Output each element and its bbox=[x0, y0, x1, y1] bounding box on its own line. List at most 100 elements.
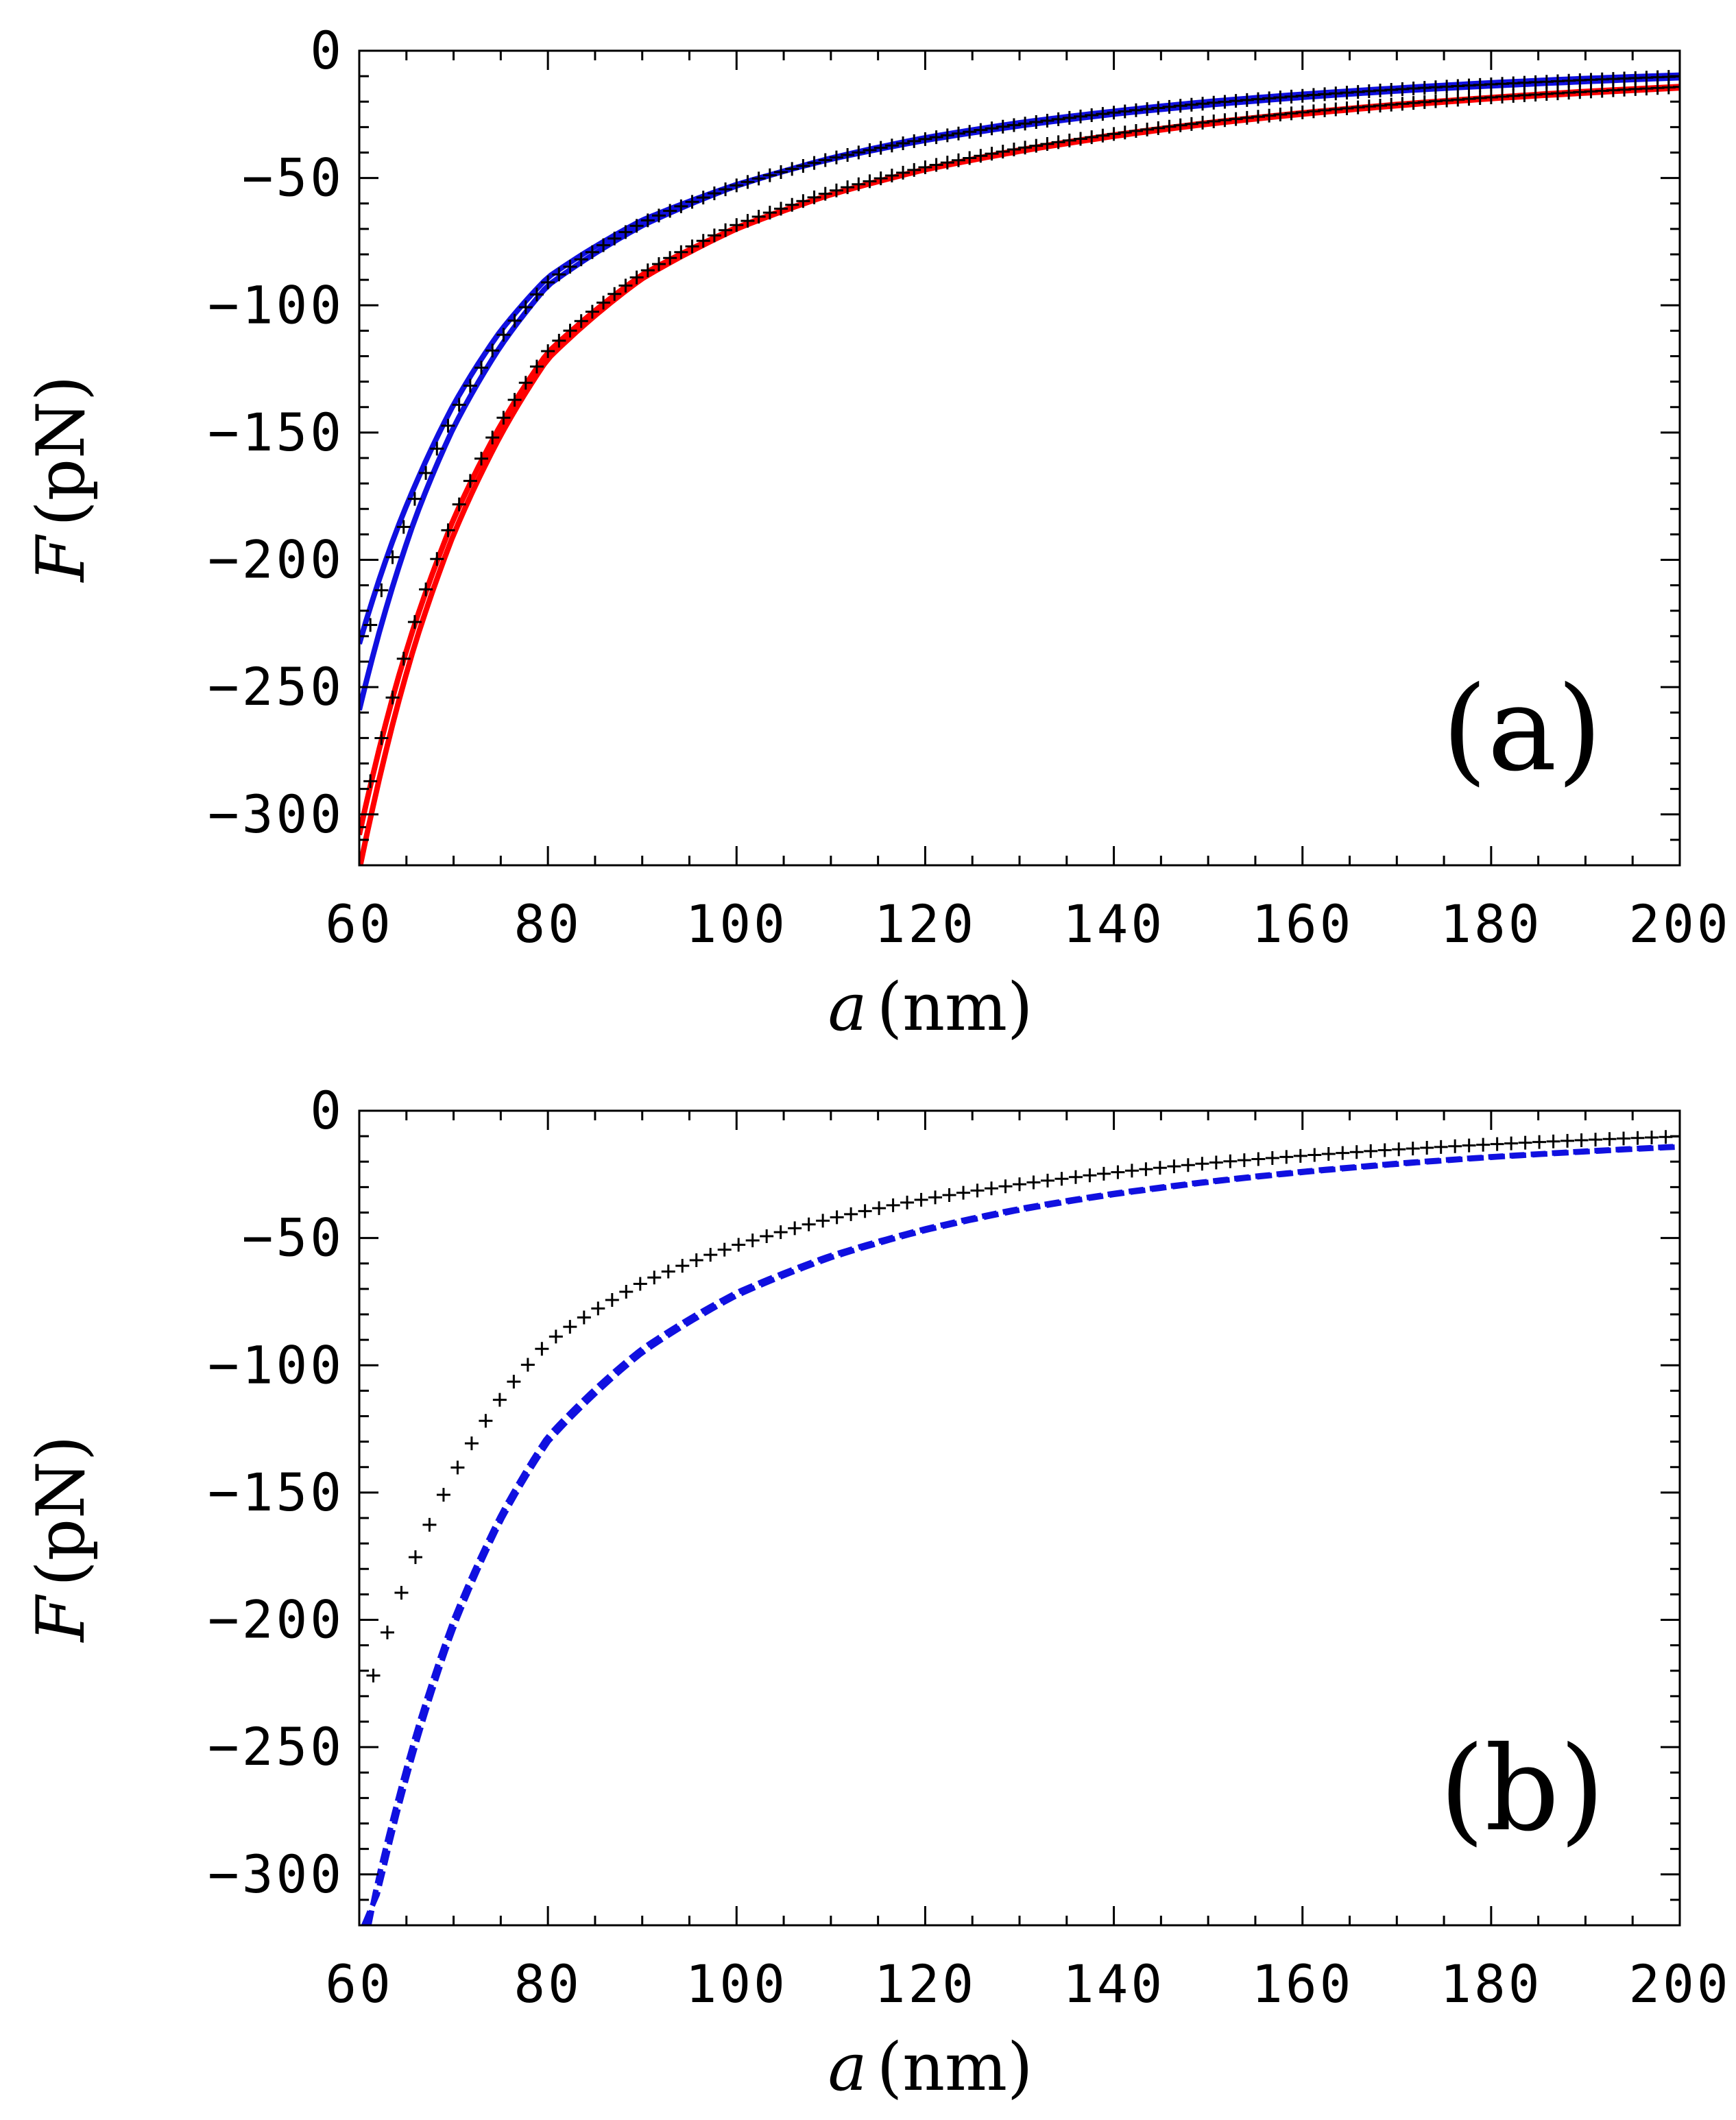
data-point bbox=[841, 147, 855, 162]
data-point bbox=[1006, 143, 1021, 157]
data-point bbox=[1462, 1138, 1476, 1153]
data-point bbox=[844, 1207, 858, 1221]
data-point bbox=[552, 267, 566, 282]
data-point bbox=[407, 615, 422, 629]
data-point bbox=[730, 218, 744, 232]
data-point bbox=[1074, 132, 1088, 146]
data-point bbox=[918, 132, 932, 146]
data-point bbox=[474, 451, 489, 466]
data-point bbox=[942, 1188, 956, 1202]
data-point bbox=[1085, 108, 1099, 122]
data-point bbox=[520, 1358, 535, 1372]
data-point bbox=[485, 431, 500, 445]
y-tick-label: −200 bbox=[208, 1589, 344, 1650]
data-point bbox=[788, 1221, 802, 1236]
data-point bbox=[675, 1259, 690, 1273]
x-tick-label: 60 bbox=[325, 1953, 394, 2014]
series-line-b-0 bbox=[365, 1144, 1680, 1925]
data-point bbox=[574, 252, 588, 267]
data-point bbox=[896, 165, 911, 180]
data-point bbox=[918, 160, 932, 175]
data-point bbox=[1085, 130, 1099, 145]
tick-labels-a: 60 80 100 120 140 160 180 200 0 −50 −100 −150 −200 −2… bbox=[208, 20, 1731, 954]
data-point bbox=[796, 158, 810, 173]
data-point bbox=[1153, 1161, 1167, 1175]
data-point bbox=[674, 245, 688, 259]
y-axis-unit-a: (pN) bbox=[23, 376, 99, 527]
y-tick-label: −150 bbox=[208, 402, 344, 463]
data-point bbox=[951, 126, 965, 141]
data-point bbox=[396, 520, 411, 534]
data-point bbox=[696, 191, 710, 205]
data-point bbox=[507, 313, 522, 328]
data-point bbox=[929, 158, 943, 172]
data-point bbox=[651, 257, 666, 272]
x-axis-var-b: a bbox=[828, 2029, 867, 2106]
data-point bbox=[985, 1181, 999, 1196]
x-tick-label: 80 bbox=[514, 1953, 582, 2014]
data-point bbox=[1054, 1172, 1069, 1186]
x-tick-label: 120 bbox=[874, 1953, 976, 2014]
y-tick-label: −200 bbox=[208, 529, 344, 590]
data-point bbox=[1051, 135, 1065, 149]
data-point bbox=[596, 296, 611, 310]
data-point bbox=[1184, 117, 1198, 131]
data-point bbox=[1184, 97, 1198, 112]
data-point bbox=[619, 1284, 634, 1299]
data-point bbox=[719, 182, 733, 197]
data-point bbox=[1029, 138, 1044, 153]
data-point bbox=[1162, 119, 1177, 134]
data-point bbox=[663, 204, 677, 218]
data-point bbox=[496, 328, 511, 342]
data-point bbox=[496, 411, 511, 425]
data-point bbox=[1096, 107, 1110, 121]
x-axis-label-a: a (nm) bbox=[828, 969, 1033, 1046]
data-point bbox=[596, 238, 611, 252]
x-tick-label: 140 bbox=[1063, 893, 1165, 954]
data-point bbox=[796, 194, 810, 208]
data-point bbox=[663, 251, 677, 265]
data-point bbox=[1139, 1162, 1153, 1177]
data-point bbox=[1140, 102, 1155, 117]
data-point bbox=[541, 344, 555, 359]
data-point bbox=[359, 820, 366, 834]
data-point bbox=[518, 300, 533, 315]
data-point bbox=[1617, 1131, 1631, 1146]
data-point bbox=[852, 177, 866, 191]
data-point bbox=[707, 186, 721, 201]
data-point bbox=[1018, 141, 1033, 155]
y-tick-label: 0 bbox=[310, 20, 344, 81]
data-point bbox=[1006, 118, 1021, 132]
y-tick-label: −250 bbox=[208, 1716, 344, 1777]
y-tick-label: −50 bbox=[242, 147, 344, 208]
x-axis-unit-a: (nm) bbox=[877, 969, 1033, 1046]
x-tick-label: 180 bbox=[1440, 893, 1542, 954]
y-tick-label: −100 bbox=[208, 1334, 344, 1395]
data-point bbox=[1336, 1146, 1350, 1160]
data-point bbox=[1406, 1142, 1420, 1156]
data-point bbox=[1096, 128, 1110, 143]
data-point bbox=[1229, 112, 1243, 126]
data-point bbox=[762, 206, 777, 220]
data-point bbox=[998, 1179, 1013, 1194]
data-point bbox=[1420, 1140, 1434, 1155]
ticks-b bbox=[358, 1109, 1681, 1927]
data-point bbox=[441, 523, 455, 538]
data-point bbox=[1448, 1139, 1462, 1153]
data-point bbox=[907, 162, 921, 177]
data-point bbox=[1173, 118, 1188, 132]
data-point bbox=[1574, 1133, 1589, 1147]
data-point bbox=[1377, 1143, 1392, 1157]
x-tick-label: 200 bbox=[1628, 893, 1731, 954]
data-point bbox=[717, 1242, 732, 1257]
data-point bbox=[1645, 1130, 1659, 1144]
data-point bbox=[963, 125, 977, 139]
x-tick-label: 140 bbox=[1063, 1953, 1165, 2014]
data-point bbox=[830, 1210, 844, 1225]
ticks-a bbox=[358, 49, 1681, 867]
data-point bbox=[574, 314, 588, 328]
panel-b: 60 80 100 120 140 160 180 200 0 −50 −100 −150 −200 −2… bbox=[23, 1080, 1728, 2106]
data-point bbox=[807, 156, 821, 170]
data-point bbox=[896, 136, 911, 151]
